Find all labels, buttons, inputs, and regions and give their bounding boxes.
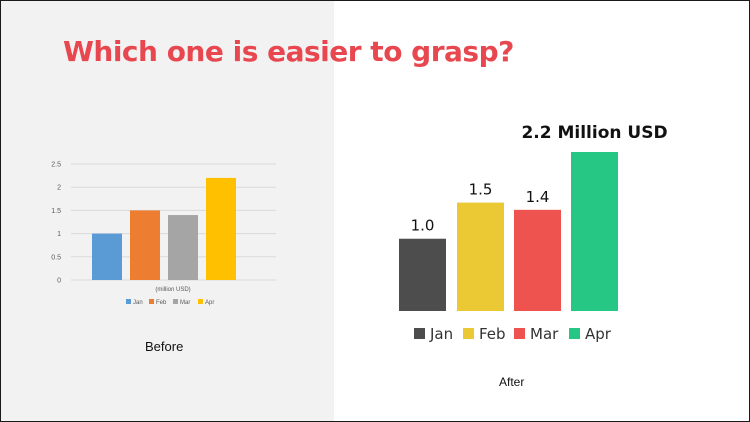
before-caption: Before bbox=[145, 339, 184, 354]
legend-label-mar: Mar bbox=[180, 300, 190, 306]
legend-label-mar: Mar bbox=[530, 325, 559, 343]
data-label-jan: 1.0 bbox=[411, 217, 435, 235]
legend-label-jan: Jan bbox=[133, 300, 143, 306]
x-axis-label: (million USD) bbox=[155, 287, 190, 293]
legend-swatch-apr bbox=[198, 299, 203, 304]
bar-apr bbox=[571, 152, 618, 311]
bar-apr bbox=[206, 177, 236, 280]
data-label-mar: 1.4 bbox=[526, 188, 550, 206]
legend-label-apr: Apr bbox=[205, 300, 214, 306]
y-tick-label: 2 bbox=[57, 185, 61, 192]
legend-label-apr: Apr bbox=[585, 325, 612, 343]
legend-swatch-mar bbox=[173, 299, 178, 304]
legend-swatch-jan bbox=[414, 328, 425, 339]
data-label-feb: 1.5 bbox=[469, 181, 493, 199]
headline: Which one is easier to grasp? bbox=[63, 35, 514, 68]
before-panel bbox=[1, 1, 334, 421]
y-tick-label: 1.5 bbox=[51, 208, 61, 215]
legend-swatch-jan bbox=[126, 299, 131, 304]
bar-mar bbox=[168, 215, 198, 280]
bar-mar bbox=[514, 209, 561, 311]
bar-feb bbox=[130, 210, 160, 280]
y-tick-label: 1 bbox=[57, 231, 61, 238]
legend-swatch-feb bbox=[463, 328, 474, 339]
after-chart: 1.0 1.5 1.4 2.2 Million USD Jan Feb Mar Apr bbox=[399, 123, 668, 343]
bar-jan bbox=[92, 233, 122, 280]
legend-swatch-mar bbox=[514, 328, 525, 339]
after-caption: After bbox=[499, 375, 525, 389]
y-tick-label: 2.5 bbox=[51, 162, 61, 169]
legend-swatch-apr bbox=[569, 328, 580, 339]
bar-jan bbox=[399, 238, 446, 311]
legend-label-feb: Feb bbox=[479, 325, 506, 343]
legend-label-jan: Jan bbox=[429, 325, 453, 343]
data-label-apr: 2.2 Million USD bbox=[521, 123, 667, 143]
legend-swatch-feb bbox=[149, 299, 154, 304]
y-tick-label: 0 bbox=[57, 278, 61, 285]
y-tick-label: 0.5 bbox=[51, 254, 61, 261]
bar-feb bbox=[457, 202, 504, 311]
legend-label-feb: Feb bbox=[156, 300, 167, 306]
before-chart: 0 0.5 1 1.5 2 2.5 (million USD) Jan Feb Mar Apr bbox=[51, 162, 276, 306]
